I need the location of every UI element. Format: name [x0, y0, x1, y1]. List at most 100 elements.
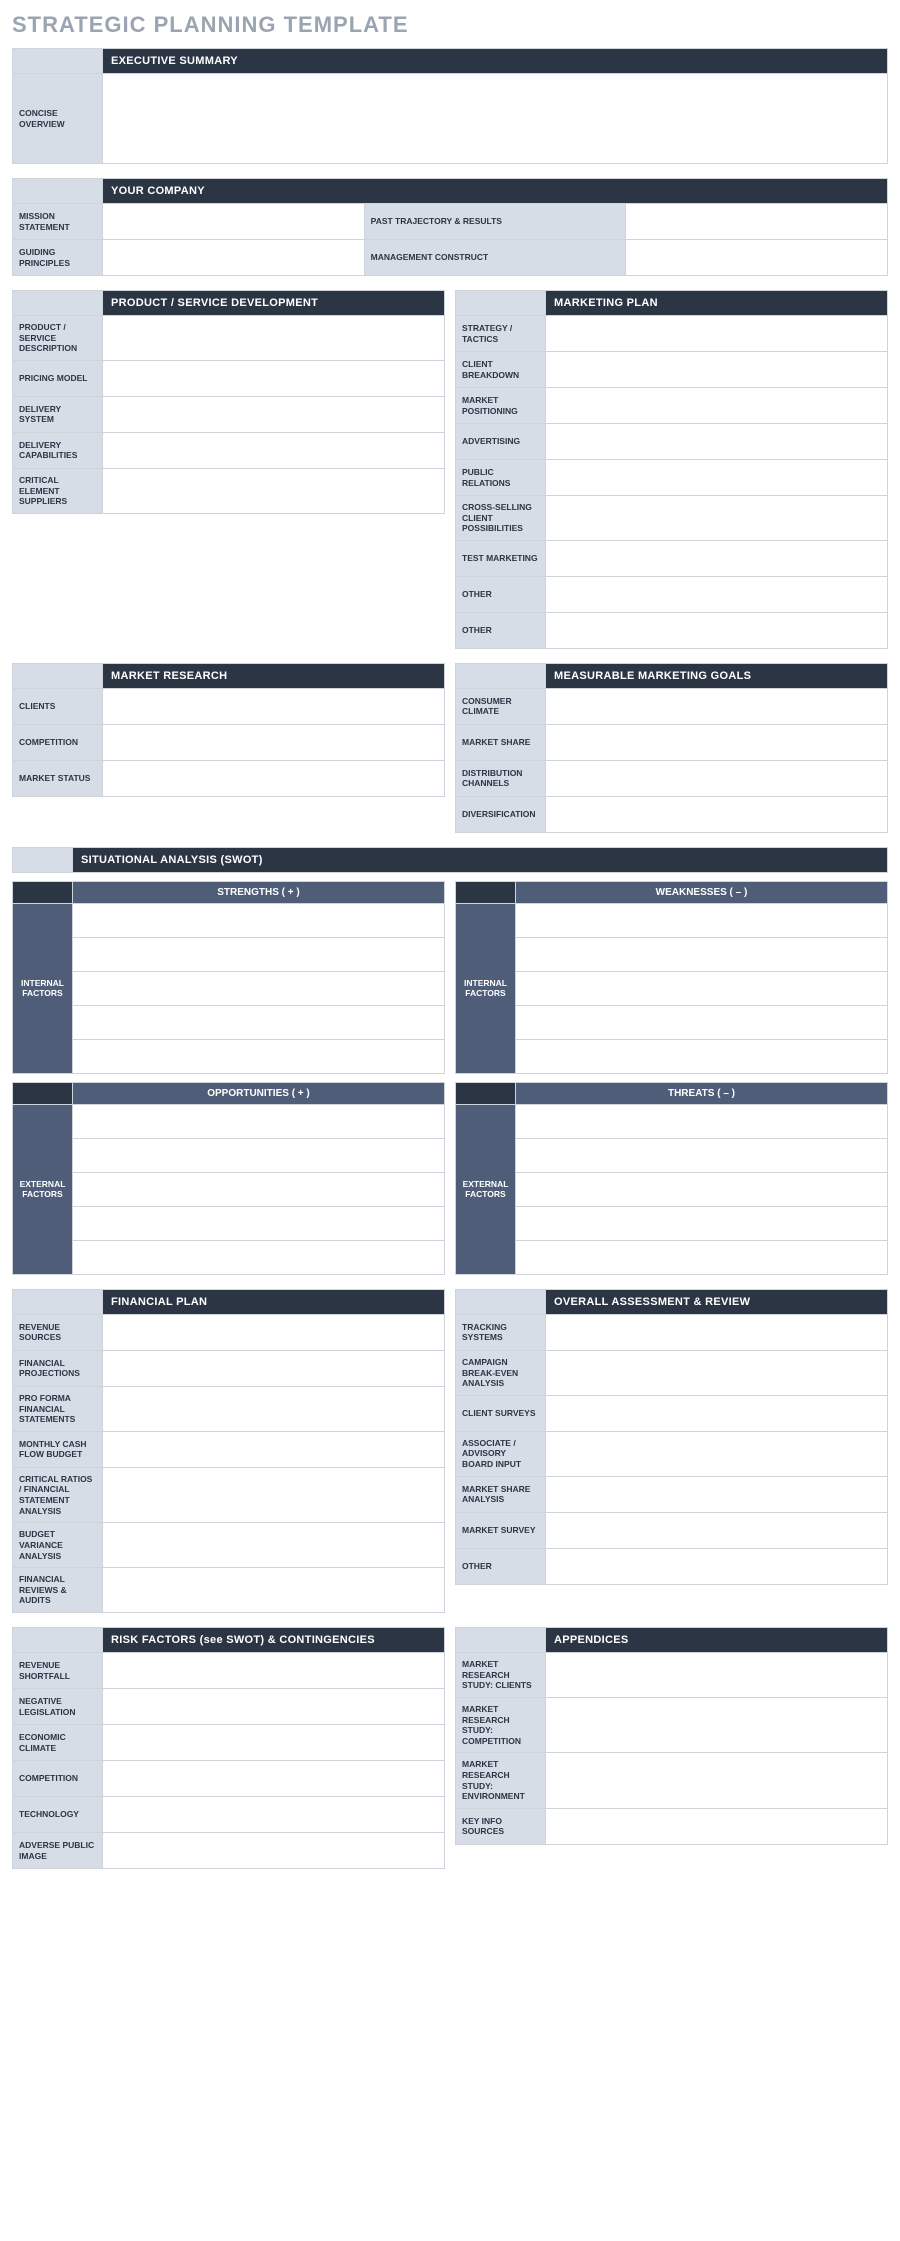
row-value[interactable] — [103, 1725, 445, 1761]
section-header: OVERALL ASSESSMENT & REVIEW — [546, 1289, 888, 1314]
swot-cell[interactable] — [516, 1240, 888, 1274]
row-value[interactable] — [546, 1314, 888, 1350]
row-value[interactable] — [103, 1523, 445, 1568]
row-value[interactable] — [546, 724, 888, 760]
row-label: CLIENTS — [13, 688, 103, 724]
row-label: OTHER — [456, 576, 546, 612]
section-header: MEASURABLE MARKETING GOALS — [546, 663, 888, 688]
row-value[interactable] — [546, 1808, 888, 1844]
row-value[interactable] — [546, 760, 888, 796]
swot-cell[interactable] — [73, 1206, 445, 1240]
row-value[interactable] — [103, 432, 445, 468]
row-value[interactable] — [103, 1431, 445, 1467]
row-value[interactable] — [103, 1467, 445, 1523]
row-label: MARKET RESEARCH STUDY: ENVIRONMENT — [456, 1753, 546, 1809]
section-header: SITUATIONAL ANALYSIS (SWOT) — [73, 847, 888, 872]
row-value[interactable] — [103, 1350, 445, 1386]
swot-header-stub — [456, 881, 516, 903]
row-value[interactable] — [546, 688, 888, 724]
row-value[interactable] — [546, 1653, 888, 1698]
row-label: FINANCIAL PROJECTIONS — [13, 1350, 103, 1386]
row-value[interactable] — [546, 1548, 888, 1584]
swot-cell[interactable] — [516, 1039, 888, 1073]
swot-cell[interactable] — [516, 1206, 888, 1240]
section-goals: MEASURABLE MARKETING GOALS CONSUMER CLIM… — [455, 663, 888, 833]
swot-threats: THREATS ( – )EXTERNAL FACTORS — [455, 1082, 888, 1275]
row-value[interactable] — [103, 468, 445, 513]
row-value[interactable] — [546, 388, 888, 424]
section-header: EXECUTIVE SUMMARY — [103, 49, 888, 74]
row-value[interactable] — [103, 74, 888, 164]
row-value[interactable] — [546, 316, 888, 352]
row-value[interactable] — [103, 760, 445, 796]
row-value[interactable] — [103, 360, 445, 396]
row-label: DIVERSIFICATION — [456, 796, 546, 832]
row-label: ADVERTISING — [456, 424, 546, 460]
row-value[interactable] — [103, 1653, 445, 1689]
swot-cell[interactable] — [73, 1172, 445, 1206]
swot-header-stub — [13, 881, 73, 903]
row-label: MARKET RESEARCH STUDY: CLIENTS — [456, 1653, 546, 1698]
swot-cell[interactable] — [73, 903, 445, 937]
swot-cell[interactable] — [516, 903, 888, 937]
row-value[interactable] — [546, 1395, 888, 1431]
row-label: STRATEGY / TACTICS — [456, 316, 546, 352]
swot-cell[interactable] — [73, 1104, 445, 1138]
row-value[interactable] — [546, 1476, 888, 1512]
row-value[interactable] — [103, 316, 445, 361]
row-value[interactable] — [546, 1350, 888, 1395]
swot-cell[interactable] — [516, 971, 888, 1005]
row-value[interactable] — [103, 1386, 445, 1431]
row-value[interactable] — [103, 1314, 445, 1350]
swot-side-label: INTERNAL FACTORS — [13, 903, 73, 1073]
swot-cell[interactable] — [516, 1172, 888, 1206]
row-value[interactable] — [546, 1697, 888, 1753]
swot-cell[interactable] — [516, 1104, 888, 1138]
row-label: KEY INFO SOURCES — [456, 1808, 546, 1844]
row-value[interactable] — [546, 540, 888, 576]
swot-cell[interactable] — [516, 1138, 888, 1172]
row-value[interactable] — [103, 240, 365, 276]
swot-cell[interactable] — [516, 937, 888, 971]
row-value[interactable] — [103, 1568, 445, 1613]
row-value[interactable] — [103, 688, 445, 724]
swot-cell[interactable] — [73, 1240, 445, 1274]
row-value[interactable] — [546, 460, 888, 496]
row-label: DELIVERY SYSTEM — [13, 396, 103, 432]
swot-cell[interactable] — [73, 937, 445, 971]
section-product: PRODUCT / SERVICE DEVELOPMENT PRODUCT / … — [12, 290, 445, 514]
row-label: CONSUMER CLIMATE — [456, 688, 546, 724]
row-value[interactable] — [546, 352, 888, 388]
row-value[interactable] — [546, 496, 888, 541]
row-label: GUIDING PRINCIPLES — [13, 240, 103, 276]
row-value[interactable] — [103, 1761, 445, 1797]
swot-cell[interactable] — [73, 1039, 445, 1073]
row-value[interactable] — [103, 1797, 445, 1833]
row-label: FINANCIAL REVIEWS & AUDITS — [13, 1568, 103, 1613]
swot-cell[interactable] — [516, 1005, 888, 1039]
row-value[interactable] — [546, 1431, 888, 1476]
swot-cell[interactable] — [73, 1138, 445, 1172]
row-value[interactable] — [103, 724, 445, 760]
swot-cell[interactable] — [73, 971, 445, 1005]
row-value[interactable] — [103, 204, 365, 240]
row-value[interactable] — [546, 796, 888, 832]
swot-subheader: STRENGTHS ( + ) — [73, 881, 445, 903]
section-marketing: MARKETING PLAN STRATEGY / TACTICSCLIENT … — [455, 290, 888, 649]
row-value[interactable] — [626, 204, 888, 240]
row-value[interactable] — [546, 612, 888, 648]
row-value[interactable] — [103, 396, 445, 432]
header-stub — [456, 663, 546, 688]
section-assessment: OVERALL ASSESSMENT & REVIEW TRACKING SYS… — [455, 1289, 888, 1585]
row-label: MISSION STATEMENT — [13, 204, 103, 240]
row-value[interactable] — [626, 240, 888, 276]
section-header: RISK FACTORS (see SWOT) & CONTINGENCIES — [103, 1628, 445, 1653]
row-value[interactable] — [546, 424, 888, 460]
swot-cell[interactable] — [73, 1005, 445, 1039]
row-value[interactable] — [103, 1833, 445, 1869]
row-value[interactable] — [546, 576, 888, 612]
row-value[interactable] — [546, 1512, 888, 1548]
row-value[interactable] — [103, 1689, 445, 1725]
page-title: STRATEGIC PLANNING TEMPLATE — [12, 12, 888, 38]
row-value[interactable] — [546, 1753, 888, 1809]
